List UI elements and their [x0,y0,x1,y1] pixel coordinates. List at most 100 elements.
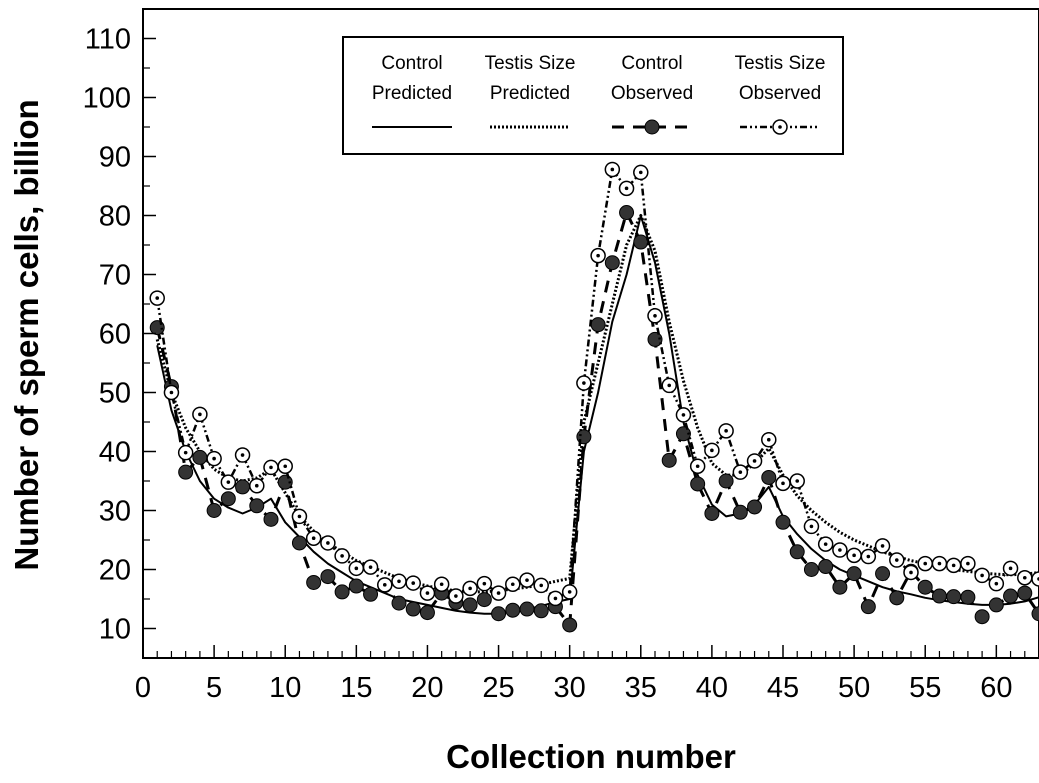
data-point-dot-testis-size-observed [425,591,430,595]
data-point-control-observed [562,617,578,633]
data-point-dot-testis-size-observed [553,596,558,601]
y-tick-label: 20 [99,555,131,587]
data-point-control-observed [619,205,635,221]
x-tick-label: 45 [767,672,799,704]
x-tick-label: 0 [135,672,151,704]
x-tick-label: 20 [411,672,443,704]
data-point-control-observed [917,579,933,595]
x-tick-label: 35 [625,672,657,704]
data-point-control-observed [889,590,905,606]
legend-control-predicted-line2: Predicted [372,83,452,104]
data-point-dot-testis-size-observed [539,583,544,588]
y-tick-label: 10 [99,614,131,646]
data-point-dot-testis-size-observed [980,573,984,578]
y-tick-label: 60 [99,319,131,351]
data-point-dot-testis-size-observed [909,570,913,575]
data-point-control-observed [348,578,364,594]
data-point-dot-testis-size-observed [781,481,785,486]
data-point-dot-testis-size-observed [269,465,273,470]
data-point-control-observed [291,535,307,551]
data-point-dot-testis-size-observed [795,479,800,483]
data-point-control-observed [419,605,435,621]
data-point-dot-testis-size-observed [525,578,529,582]
data-point-dot-testis-size-observed [582,381,586,385]
legend-control-observed-marker [644,119,660,135]
data-point-dot-testis-size-observed [923,561,928,566]
data-point-dot-testis-size-observed [951,563,956,568]
data-point-dot-testis-size-observed [326,541,330,545]
legend-control-predicted-line1: Control [381,53,442,74]
data-point-dot-testis-size-observed [254,483,259,488]
data-point-control-observed [462,597,478,613]
series-line-testis-size-observed [155,168,1039,600]
data-point-dot-testis-size-observed [198,412,202,417]
data-point-control-observed [832,579,848,595]
data-point-dot-testis-size-observed [880,544,885,548]
y-tick-label: 110 [85,24,131,56]
data-point-dot-testis-size-observed [766,437,771,442]
data-point-control-observed [505,602,521,618]
legend-testis-predicted-line1: Testis Size [485,53,576,74]
data-point-dot-testis-size-observed [653,314,657,318]
data-point-dot-testis-size-observed [937,561,942,566]
series-layer [149,161,1039,633]
x-tick-label: 55 [909,672,941,704]
data-point-dot-testis-size-observed [752,459,757,463]
data-point-control-observed [960,589,976,605]
y-tick-label: 30 [99,496,131,528]
data-point-dot-testis-size-observed [724,429,728,433]
legend-control-observed-line1: Control [621,53,682,74]
data-point-control-observed [732,504,748,520]
x-tick-label: 30 [554,672,586,704]
data-point-dot-testis-size-observed [852,553,856,558]
data-point-dot-testis-size-observed [368,565,373,569]
data-point-control-observed [803,562,819,577]
data-point-control-observed [647,331,663,347]
data-point-control-observed [875,566,891,582]
series-line-control-predicted [156,214,1039,615]
data-point-dot-testis-size-observed [169,390,174,395]
data-point-control-observed [946,589,962,605]
data-point-control-observed [690,476,706,492]
data-point-dot-testis-size-observed [638,170,643,175]
x-tick-label: 15 [340,672,372,704]
data-point-control-observed [974,609,990,625]
data-point-dot-testis-size-observed [155,296,160,300]
data-point-dot-testis-size-observed [667,383,672,388]
ticks-layer: 0 5 10 15 20 25 30 35 40 45 50 55 60 10 20 30 40 50 60 70 80… [83,24,1039,704]
data-point-control-observed [405,601,421,617]
data-point-dot-testis-size-observed [340,554,344,558]
data-point-dot-testis-size-observed [866,554,871,559]
data-point-control-observed [931,588,947,604]
data-point-dot-testis-size-observed [823,542,828,546]
legend-testis-observed-line2: Observed [739,83,821,104]
data-point-control-observed [747,499,763,515]
data-point-control-observed [818,559,834,575]
data-point-control-observed [704,505,720,521]
data-point-control-observed [789,544,805,560]
data-point-dot-testis-size-observed [567,590,572,594]
data-point-dot-testis-size-observed [382,583,387,587]
data-point-control-observed [476,592,492,608]
data-point-dot-testis-size-observed [738,470,743,474]
data-point-control-observed [334,584,350,600]
data-point-dot-testis-size-observed [809,524,814,529]
data-point-control-observed [1003,588,1019,604]
y-tick-label: 50 [99,378,131,410]
data-point-control-observed [178,464,194,480]
data-point-dot-testis-size-observed [482,581,487,586]
data-point-control-observed [306,574,322,590]
data-point-control-observed [391,595,407,611]
x-tick-label: 60 [980,672,1012,704]
data-point-control-observed [491,606,507,622]
y-tick-label: 90 [99,142,131,174]
data-point-dot-testis-size-observed [226,480,231,484]
data-point-control-observed [718,473,734,489]
data-point-control-observed [988,597,1004,613]
x-tick-label: 5 [206,672,222,704]
data-point-control-observed [1017,585,1033,601]
data-point-control-observed [206,503,222,518]
data-point-dot-testis-size-observed [468,586,472,591]
data-point-testis-size-observed [1031,571,1039,587]
legend-testis-predicted-line2: Predicted [490,83,570,104]
